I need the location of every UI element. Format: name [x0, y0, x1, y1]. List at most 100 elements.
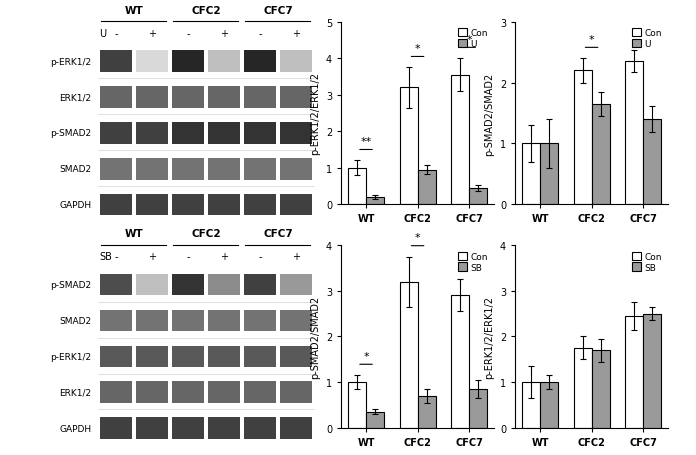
Text: -: - [114, 29, 118, 39]
Bar [418, 396, 436, 428]
Bar [280, 382, 312, 403]
Bar [136, 159, 168, 180]
Bar [136, 310, 168, 331]
Bar [643, 314, 661, 428]
Bar [208, 274, 239, 296]
Bar [172, 51, 204, 73]
Text: -: - [114, 252, 118, 262]
Bar [208, 87, 239, 108]
Bar [280, 417, 312, 439]
Bar [208, 310, 239, 331]
Bar [208, 51, 239, 73]
Bar [136, 87, 168, 108]
Bar [172, 417, 204, 439]
Bar [244, 159, 276, 180]
Bar [643, 120, 661, 205]
Bar [625, 62, 643, 205]
Bar [100, 51, 132, 73]
Bar [172, 382, 204, 403]
Bar [100, 159, 132, 180]
Text: *: * [415, 44, 420, 54]
Bar [574, 71, 592, 205]
Text: *: * [415, 233, 420, 243]
Bar [280, 159, 312, 180]
Text: +: + [220, 252, 228, 262]
Text: GAPDH: GAPDH [59, 424, 92, 433]
Bar [469, 188, 487, 205]
Bar [366, 412, 384, 428]
Bar [400, 282, 418, 428]
Text: WT: WT [125, 5, 143, 15]
Bar [280, 51, 312, 73]
Text: +: + [292, 29, 300, 39]
Bar [280, 194, 312, 216]
Text: p-ERK1/2: p-ERK1/2 [50, 352, 92, 361]
Bar [348, 168, 366, 205]
Text: SMAD2: SMAD2 [59, 316, 92, 325]
Bar [280, 87, 312, 108]
Text: SB: SB [100, 252, 112, 262]
Bar [280, 310, 312, 331]
Bar [208, 346, 239, 367]
Text: CFC2: CFC2 [191, 228, 221, 238]
Bar [172, 346, 204, 367]
Y-axis label: p-SMAD2/SMAD2: p-SMAD2/SMAD2 [310, 295, 320, 378]
Bar [451, 296, 469, 428]
Bar [100, 274, 132, 296]
Bar [244, 382, 276, 403]
Text: CFC7: CFC7 [263, 5, 293, 15]
Text: +: + [148, 29, 156, 39]
Bar [244, 87, 276, 108]
Bar [208, 159, 239, 180]
Bar [592, 350, 610, 428]
Y-axis label: p-ERK1/2/ERK1/2: p-ERK1/2/ERK1/2 [310, 72, 320, 155]
Bar [348, 382, 366, 428]
Bar [244, 123, 276, 144]
Text: +: + [292, 252, 300, 262]
Bar [136, 417, 168, 439]
Legend: Con, SB: Con, SB [630, 250, 664, 274]
Bar [100, 417, 132, 439]
Legend: Con, SB: Con, SB [456, 250, 490, 274]
Bar [400, 88, 418, 205]
Text: ERK1/2: ERK1/2 [59, 93, 92, 102]
Text: GAPDH: GAPDH [59, 201, 92, 210]
Text: p-SMAD2: p-SMAD2 [50, 280, 92, 289]
Text: CFC7: CFC7 [263, 228, 293, 238]
Bar [244, 417, 276, 439]
Bar [208, 417, 239, 439]
Bar [592, 105, 610, 205]
Text: -: - [186, 29, 189, 39]
Text: CFC2: CFC2 [191, 5, 221, 15]
Legend: Con, U: Con, U [630, 27, 664, 51]
Text: -: - [258, 29, 262, 39]
Bar [244, 274, 276, 296]
Text: **: ** [361, 136, 372, 147]
Bar [136, 123, 168, 144]
Text: SMAD2: SMAD2 [59, 165, 92, 174]
Bar [100, 382, 132, 403]
Bar [366, 197, 384, 205]
Bar [522, 144, 540, 205]
Bar [574, 348, 592, 428]
Bar [625, 316, 643, 428]
Bar [418, 170, 436, 205]
Bar [540, 382, 558, 428]
Y-axis label: p-SMAD2/SMAD2: p-SMAD2/SMAD2 [484, 72, 494, 155]
Bar [136, 194, 168, 216]
Bar [136, 382, 168, 403]
Bar [451, 76, 469, 205]
Bar [522, 382, 540, 428]
Bar [208, 123, 239, 144]
Text: p-SMAD2: p-SMAD2 [50, 129, 92, 138]
Bar [469, 389, 487, 428]
Bar [100, 123, 132, 144]
Text: -: - [258, 252, 262, 262]
Bar [136, 51, 168, 73]
Text: ERK1/2: ERK1/2 [59, 388, 92, 397]
Bar [172, 274, 204, 296]
Bar [172, 87, 204, 108]
Bar [100, 87, 132, 108]
Bar [280, 123, 312, 144]
Bar [172, 123, 204, 144]
